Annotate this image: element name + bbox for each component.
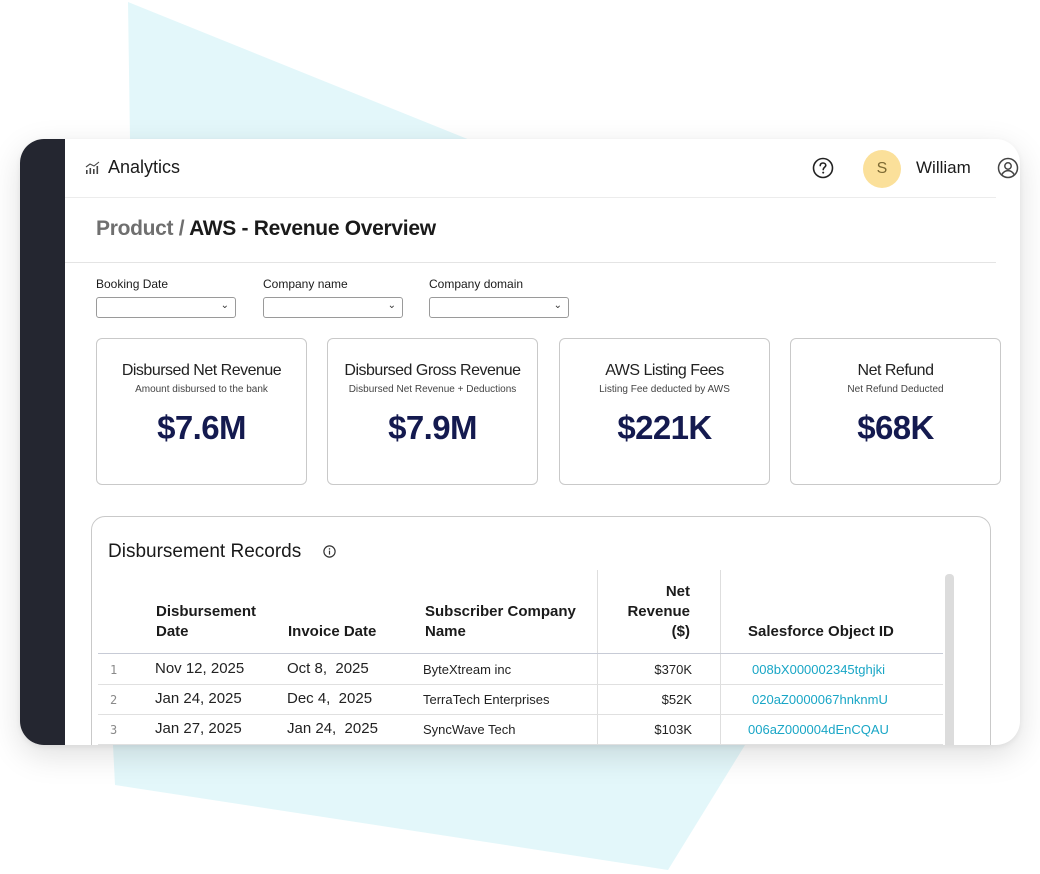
kpi-subtitle: Listing Fee deducted by AWS — [599, 384, 730, 395]
kpi-title: Net Refund — [857, 362, 934, 379]
cell-company: SyncWave Tech — [423, 722, 516, 737]
cell-net-revenue: $52K — [661, 692, 692, 707]
column-header-invoice-date[interactable]: Invoice Date — [288, 622, 376, 642]
user-circle-icon[interactable] — [997, 157, 1019, 179]
cell-disbursement-date: Jan 24, 2025 — [155, 690, 242, 707]
chevron-down-icon: ⌄ — [553, 300, 562, 311]
kpi-card-disbursed-net-revenue: Disbursed Net Revenue Amount disbursed t… — [96, 338, 307, 485]
cell-salesforce-id-link[interactable]: 020aZ0000067hnknmU — [752, 692, 888, 707]
column-header-line: Invoice Date — [288, 623, 377, 640]
company-name-select[interactable]: ⌄ — [263, 297, 403, 318]
kpi-value: $68K — [857, 409, 934, 446]
kpi-subtitle: Disbursed Net Revenue + Deductions — [348, 384, 517, 395]
divider — [65, 262, 996, 263]
column-header-line: Revenue — [627, 603, 690, 620]
row-index: 2 — [110, 693, 118, 707]
vertical-scrollbar[interactable] — [945, 574, 954, 745]
kpi-subtitle: Net Refund Deducted — [847, 384, 944, 395]
cell-invoice-date: Jan 24, 2025 — [287, 720, 378, 737]
cell-invoice-date: Dec 4, 2025 — [287, 690, 373, 707]
column-header-net-revenue[interactable]: Net Revenue ($) — [620, 582, 690, 642]
row-divider — [98, 684, 943, 685]
row-divider — [98, 714, 943, 715]
column-header-line: Subscriber Company — [425, 603, 576, 620]
kpi-value: $221K — [617, 409, 712, 446]
info-icon[interactable] — [323, 545, 336, 558]
cell-disbursement-date: Nov 12, 2025 — [155, 660, 245, 677]
filter-label-company-domain: Company domain — [429, 277, 524, 291]
page-title: AWS - Revenue Overview — [189, 217, 436, 240]
column-divider — [597, 570, 598, 745]
cell-salesforce-id-link[interactable]: 006aZ000004dEnCQAU — [748, 722, 889, 737]
cell-net-revenue: $103K — [654, 722, 692, 737]
column-header-line: Disbursement — [156, 603, 257, 620]
kpi-card-net-refund: Net Refund Net Refund Deducted $68K — [790, 338, 1001, 485]
row-index: 3 — [110, 723, 118, 737]
kpi-title: Disbursed Gross Revenue — [344, 362, 521, 379]
filter-label-booking-date: Booking Date — [96, 277, 169, 291]
cell-company: TerraTech Enterprises — [423, 692, 550, 707]
filter-label-company-name: Company name — [263, 277, 348, 291]
kpi-title: Disbursed Net Revenue — [121, 362, 282, 379]
kpi-title: AWS Listing Fees — [605, 362, 724, 379]
sidebar-rail — [20, 139, 65, 745]
records-title: Disbursement Records — [108, 541, 302, 562]
app-window: Analytics S William Product / AWS - Reve… — [20, 139, 1020, 745]
booking-date-select[interactable]: ⌄ — [96, 297, 236, 318]
chevron-down-icon: ⌄ — [387, 300, 396, 311]
row-divider — [98, 744, 943, 745]
company-domain-select[interactable]: ⌄ — [429, 297, 569, 318]
cell-salesforce-id-link[interactable]: 008bX000002345tghjki — [752, 662, 886, 677]
kpi-subtitle: Amount disbursed to the bank — [135, 384, 268, 395]
column-header-subscriber-company[interactable]: Subscriber Company Name — [425, 602, 576, 642]
column-divider — [720, 570, 721, 745]
cell-company: ByteXtream inc — [423, 662, 512, 677]
kpi-card-aws-listing-fees: AWS Listing Fees Listing Fee deducted by… — [559, 338, 770, 485]
app-title: Analytics — [108, 157, 181, 177]
column-header-line: Name — [425, 623, 466, 640]
breadcrumb: Product / AWS - Revenue Overview — [96, 217, 436, 241]
chevron-down-icon: ⌄ — [220, 300, 229, 311]
avatar[interactable]: S — [863, 150, 901, 188]
top-bar: Analytics S William — [65, 139, 1019, 198]
column-header-salesforce-id[interactable]: Salesforce Object ID — [748, 622, 894, 642]
column-header-line: Date — [156, 623, 189, 640]
user-name[interactable]: William — [916, 158, 971, 177]
disbursement-records-panel: Disbursement Records Disbursement Date I… — [91, 516, 991, 745]
kpi-value: $7.6M — [157, 409, 246, 446]
column-header-disbursement-date[interactable]: Disbursement Date — [156, 602, 256, 642]
bar-chart-icon — [85, 161, 100, 174]
help-circle-icon[interactable] — [812, 157, 834, 179]
cell-disbursement-date: Jan 27, 2025 — [155, 720, 242, 737]
header-divider — [98, 653, 943, 654]
cell-net-revenue: $370K — [654, 662, 692, 677]
kpi-card-disbursed-gross-revenue: Disbursed Gross Revenue Disbursed Net Re… — [327, 338, 538, 485]
cell-invoice-date: Oct 8, 2025 — [287, 660, 369, 677]
column-header-line: ($) — [671, 623, 690, 640]
row-index: 1 — [110, 663, 118, 677]
column-header-line: Salesforce Object ID — [748, 623, 894, 640]
column-header-line: Net — [665, 583, 690, 600]
breadcrumb-parent[interactable]: Product / — [96, 217, 185, 240]
kpi-value: $7.9M — [388, 409, 477, 446]
